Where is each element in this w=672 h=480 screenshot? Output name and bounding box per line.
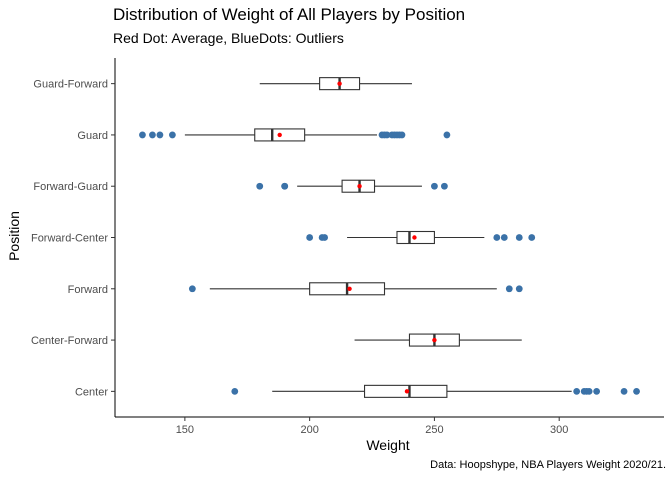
boxes-layer xyxy=(139,77,640,398)
x-tick-label: 200 xyxy=(300,424,318,436)
y-tick-label: Forward-Guard xyxy=(33,181,108,193)
y-axis-title: Position xyxy=(6,211,22,261)
x-axis-title: Weight xyxy=(366,437,409,453)
y-tick-label: Guard-Forward xyxy=(33,79,108,91)
outlier-point xyxy=(281,182,289,190)
outlier-point xyxy=(139,131,146,139)
outlier-point xyxy=(231,387,239,395)
outlier-point xyxy=(573,387,581,395)
outlier-point xyxy=(585,387,593,395)
outlier-point xyxy=(528,234,536,241)
x-tick-label: 300 xyxy=(550,424,568,436)
outlier-point xyxy=(493,234,501,241)
mean-point xyxy=(412,235,417,240)
outlier-point xyxy=(441,182,448,190)
outlier-point xyxy=(383,131,391,139)
y-tick-label: Center xyxy=(75,386,108,398)
outlier-point xyxy=(633,387,640,395)
outlier-point xyxy=(515,234,523,241)
x-tick-label: 250 xyxy=(425,424,443,436)
y-tick-label: Guard xyxy=(77,130,108,142)
chart-title: Distribution of Weight of All Players by… xyxy=(113,5,466,24)
x-tick-label: 150 xyxy=(176,424,194,436)
mean-point xyxy=(337,81,342,86)
outlier-point xyxy=(188,285,196,293)
mean-point xyxy=(432,337,437,343)
chart-subtitle: Red Dot: Average, BlueDots: Outliers xyxy=(113,30,344,46)
outlier-point xyxy=(156,131,164,139)
outlier-point xyxy=(321,234,329,241)
outlier-point xyxy=(398,131,406,139)
mean-point xyxy=(277,132,282,138)
outlier-point xyxy=(515,285,523,293)
outlier-point xyxy=(500,234,508,241)
outlier-point xyxy=(620,387,628,395)
outlier-point xyxy=(505,285,513,293)
outlier-point xyxy=(168,131,176,139)
outlier-point xyxy=(306,234,314,241)
mean-point xyxy=(357,184,362,189)
outlier-point xyxy=(443,131,451,139)
axes-layer: Guard-Forward Guard Forward-Guard Forward-C… xyxy=(31,58,664,436)
y-tick-label: Center-Forward xyxy=(31,335,108,347)
y-tick-label: Forward-Center xyxy=(31,233,108,245)
chart-caption: Data: Hoopshype, NBA Players Weight 2020… xyxy=(430,459,666,471)
outlier-point xyxy=(149,131,156,139)
mean-point xyxy=(347,286,352,291)
mean-point xyxy=(404,389,410,394)
outlier-point xyxy=(593,387,601,395)
outlier-point xyxy=(256,182,264,190)
y-tick-label: Forward xyxy=(68,284,108,296)
outlier-point xyxy=(431,182,438,190)
